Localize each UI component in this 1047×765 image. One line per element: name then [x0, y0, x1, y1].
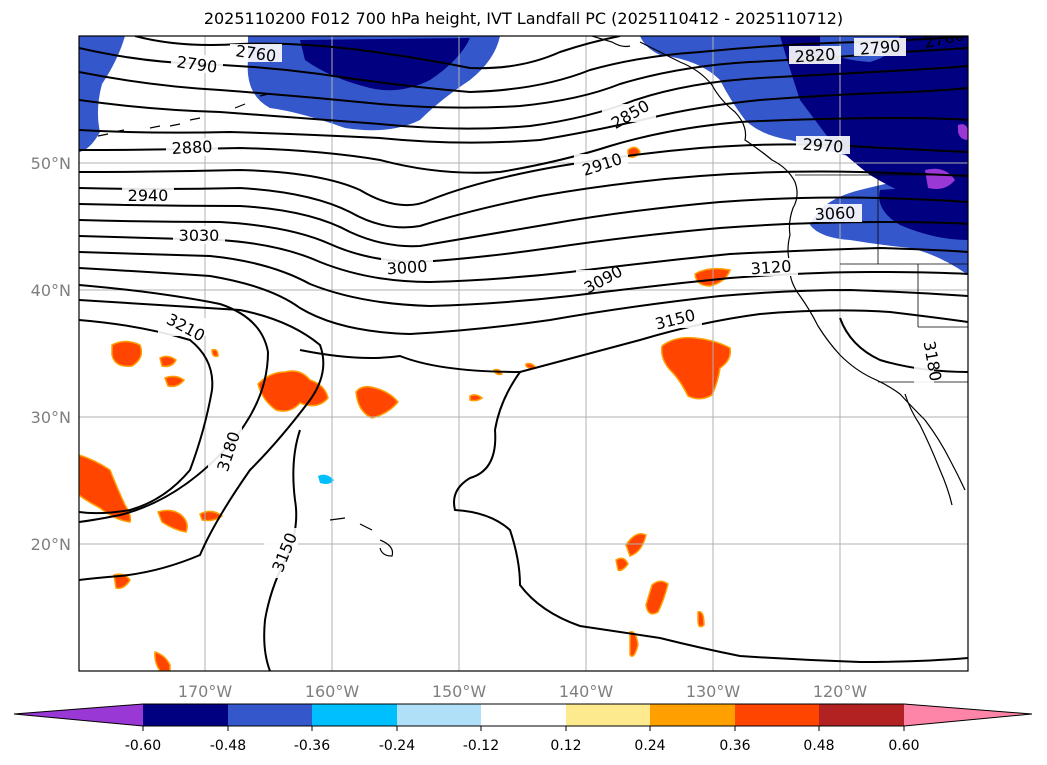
colorbar-tick-label: -0.36: [294, 738, 330, 754]
colorbar: -0.60 -0.48 -0.36 -0.24 -0.12 0.12 0.24 …: [13, 703, 1033, 754]
colorbar-tick-label: 0.24: [634, 738, 665, 754]
colorbar-tick-label: -0.60: [125, 738, 161, 754]
lat-label: 50°N: [31, 154, 71, 173]
latitude-labels: 50°N 40°N 30°N 20°N: [31, 154, 71, 554]
lat-label: 20°N: [31, 535, 71, 554]
colorbar-tick-label: -0.12: [463, 738, 499, 754]
contour-label: 3030: [179, 226, 220, 245]
colorbar-tick-label: -0.48: [210, 738, 246, 754]
lon-label: 130°W: [686, 682, 741, 701]
colorbar-tick-label: 0.12: [550, 738, 581, 754]
contour-label: 2820: [794, 45, 836, 67]
colorbar-segment: [228, 704, 312, 726]
longitude-labels: 170°W 160°W 150°W 140°W 130°W 120°W: [178, 682, 868, 701]
lon-label: 120°W: [813, 682, 868, 701]
colorbar-tick-label: -0.24: [379, 738, 415, 754]
contour-label: 2880: [171, 137, 213, 158]
lat-label: 30°N: [31, 408, 71, 427]
colorbar-segment: [650, 704, 735, 726]
lat-label: 40°N: [31, 281, 71, 300]
borders: [795, 174, 968, 383]
colorbar-segment: [819, 704, 904, 726]
colorbar-segment: [735, 704, 819, 726]
colorbar-segment: [566, 704, 650, 726]
lon-label: 150°W: [432, 682, 487, 701]
colorbar-segment: [14, 704, 143, 726]
colorbar-segment: [312, 704, 397, 726]
map-frame: [78, 35, 969, 672]
lon-label: 160°W: [305, 682, 360, 701]
contour-label: 2970: [802, 135, 844, 157]
contour-label: 2940: [128, 186, 169, 205]
colorbar-segment: [397, 704, 481, 726]
lon-label: 140°W: [559, 682, 614, 701]
colorbar-tick-label: 0.36: [719, 738, 750, 754]
colorbar-segment: [481, 704, 566, 726]
colorbar-segment: [143, 704, 228, 726]
contour-label: 3120: [750, 257, 792, 279]
colorbar-tick-label: 0.48: [803, 738, 834, 754]
page-title: 2025110200 F012 700 hPa height, IVT Land…: [203, 9, 844, 28]
colorbar-tick-label: 0.60: [888, 738, 919, 754]
contour-label: 2790: [859, 36, 901, 58]
contour-label: 3060: [814, 203, 856, 224]
height-contours: [79, 36, 968, 671]
lon-label: 170°W: [178, 682, 233, 701]
colorbar-segment: [904, 704, 1032, 726]
contour-label: 3000: [386, 257, 428, 279]
